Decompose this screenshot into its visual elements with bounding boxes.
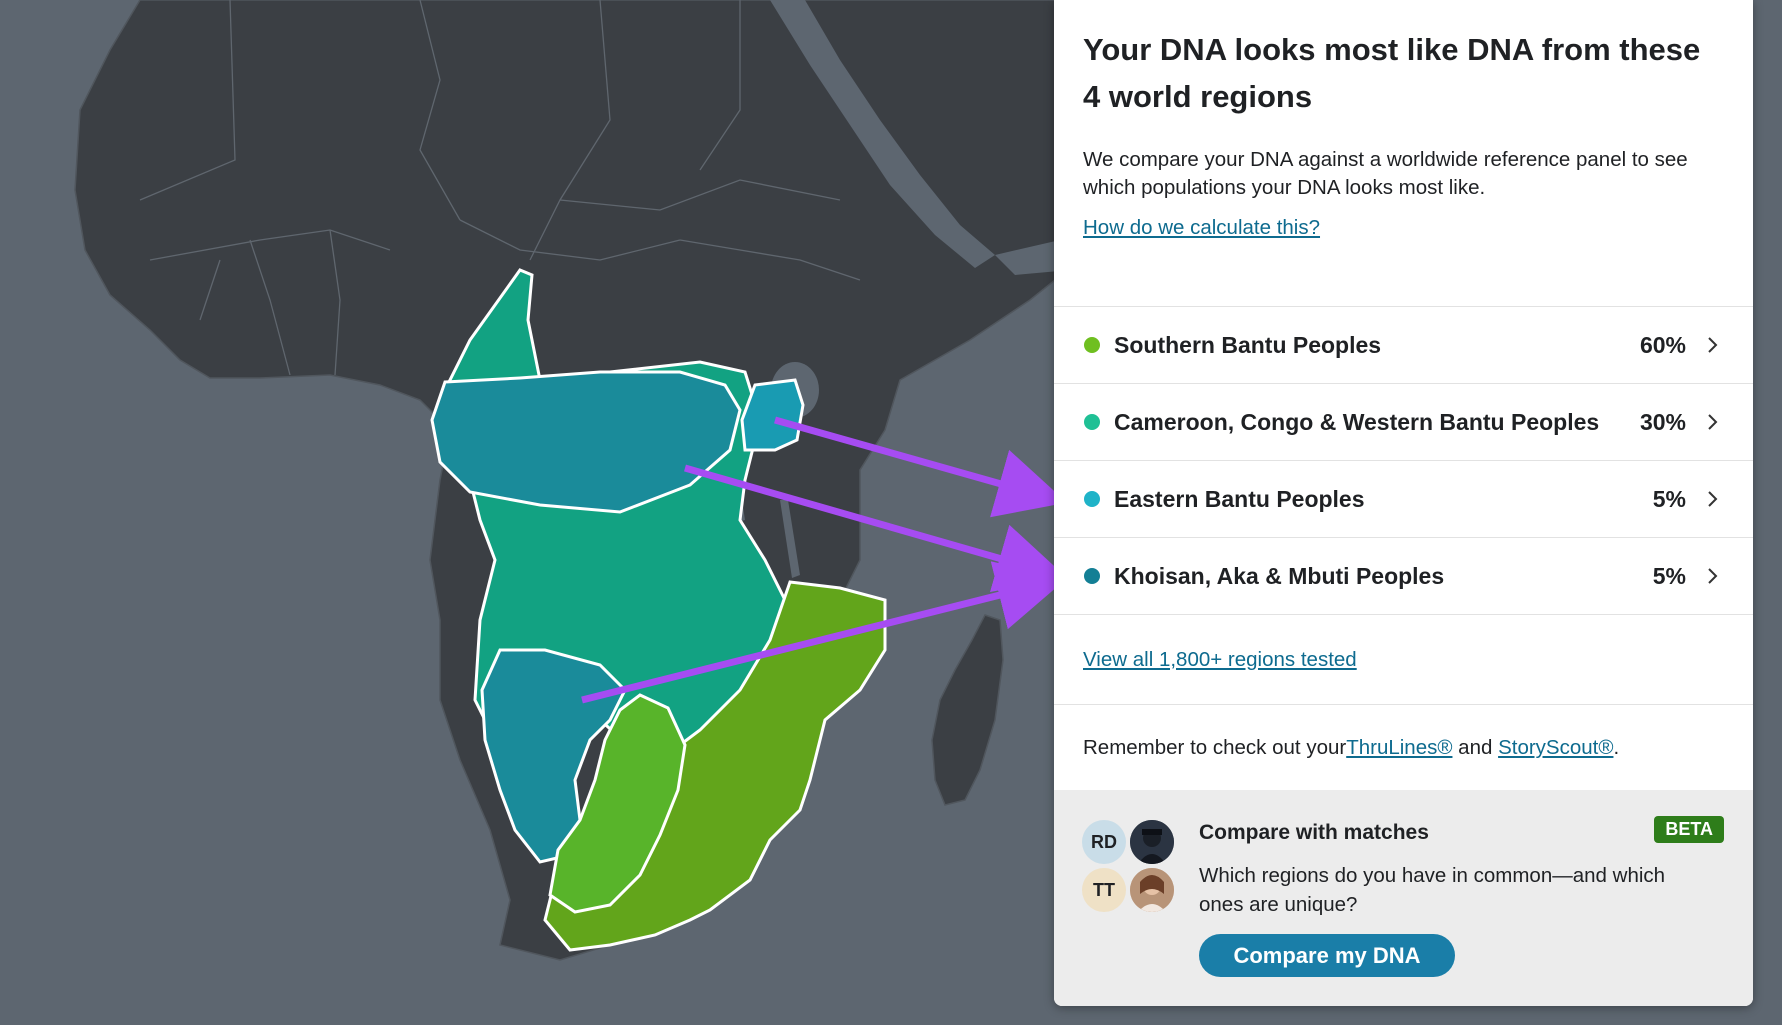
compare-my-dna-button[interactable]: Compare my DNA bbox=[1199, 934, 1455, 977]
region-list: Southern Bantu Peoples 60% Cameroon, Con… bbox=[1054, 307, 1753, 615]
region-eastern-bantu[interactable] bbox=[740, 378, 805, 452]
region-percent: 30% bbox=[1639, 408, 1686, 435]
callout-arrows bbox=[581, 416, 1068, 704]
panel-header: Your DNA looks most like DNA from these … bbox=[1054, 0, 1753, 307]
region-percent: 5% bbox=[1652, 562, 1686, 589]
region-color-dot bbox=[1084, 491, 1100, 507]
region-row-western-bantu[interactable]: Cameroon, Congo & Western Bantu Peoples … bbox=[1054, 384, 1753, 461]
arrow-eastern-bantu bbox=[774, 416, 1067, 518]
avatar[interactable]: RD bbox=[1082, 820, 1126, 864]
arrow-khoisan-north bbox=[684, 464, 1067, 593]
page-title: Your DNA looks most like DNA from these … bbox=[1083, 32, 1701, 114]
chevron-right-icon bbox=[1708, 568, 1718, 584]
chevron-right-icon bbox=[1708, 414, 1718, 430]
chevron-right-icon bbox=[1708, 491, 1718, 507]
region-name: Southern Bantu Peoples bbox=[1114, 331, 1382, 358]
lake-malawi bbox=[780, 500, 800, 578]
panel-description: We compare your DNA against a worldwide … bbox=[1083, 148, 1688, 199]
compare-with-matches-card: RD TT Compare with matches BETA Which re… bbox=[1054, 790, 1753, 1006]
thrulines-link[interactable]: ThruLines® bbox=[1346, 736, 1453, 759]
region-row-southern-bantu[interactable]: Southern Bantu Peoples 60% bbox=[1054, 307, 1753, 384]
region-color-dot bbox=[1084, 414, 1100, 430]
red-sea bbox=[770, 0, 995, 268]
person-photo-icon bbox=[1130, 820, 1174, 864]
person-photo-icon bbox=[1130, 868, 1174, 912]
compare-description: Which regions do you have in common—and … bbox=[1199, 864, 1666, 916]
region-row-eastern-bantu[interactable]: Eastern Bantu Peoples 5% bbox=[1054, 461, 1753, 538]
remember-prefix: Remember to check out your bbox=[1083, 736, 1347, 759]
country-borders bbox=[139, 0, 861, 376]
remember-and: and bbox=[1452, 736, 1499, 759]
region-name: Cameroon, Congo & Western Bantu Peoples bbox=[1114, 408, 1600, 435]
storyscout-link[interactable]: StoryScout® bbox=[1498, 736, 1614, 759]
madagascar bbox=[931, 614, 1004, 806]
ethnicity-regions[interactable] bbox=[430, 268, 887, 952]
region-southern-bantu-core[interactable] bbox=[548, 693, 687, 914]
region-khoisan-north[interactable] bbox=[430, 370, 742, 514]
remember-period: . bbox=[1613, 736, 1620, 759]
region-percent: 60% bbox=[1639, 331, 1686, 358]
region-color-dot bbox=[1084, 337, 1100, 353]
view-all-regions-link[interactable]: View all 1,800+ regions tested bbox=[1083, 647, 1357, 671]
avatar-photo[interactable] bbox=[1130, 820, 1174, 864]
remember-text: Remember to check out your ThruLines® an… bbox=[1054, 705, 1753, 791]
avatar-photo[interactable] bbox=[1130, 868, 1174, 912]
how-calculate-link[interactable]: How do we calculate this? bbox=[1083, 216, 1321, 239]
chevron-right-icon bbox=[1708, 337, 1718, 353]
view-all-section: View all 1,800+ regions tested bbox=[1054, 615, 1753, 705]
compare-title: Compare with matches bbox=[1199, 821, 1429, 844]
arrow-khoisan-south bbox=[581, 561, 1068, 704]
region-row-khoisan[interactable]: Khoisan, Aka & Mbuti Peoples 5% bbox=[1054, 538, 1753, 615]
region-name: Khoisan, Aka & Mbuti Peoples bbox=[1114, 562, 1445, 589]
ethnicity-panel: Your DNA looks most like DNA from these … bbox=[1054, 0, 1753, 1006]
region-percent: 5% bbox=[1652, 485, 1686, 512]
region-color-dot bbox=[1084, 568, 1100, 584]
avatar[interactable]: TT bbox=[1082, 868, 1126, 912]
region-name: Eastern Bantu Peoples bbox=[1114, 485, 1365, 512]
beta-badge: BETA bbox=[1654, 816, 1724, 843]
